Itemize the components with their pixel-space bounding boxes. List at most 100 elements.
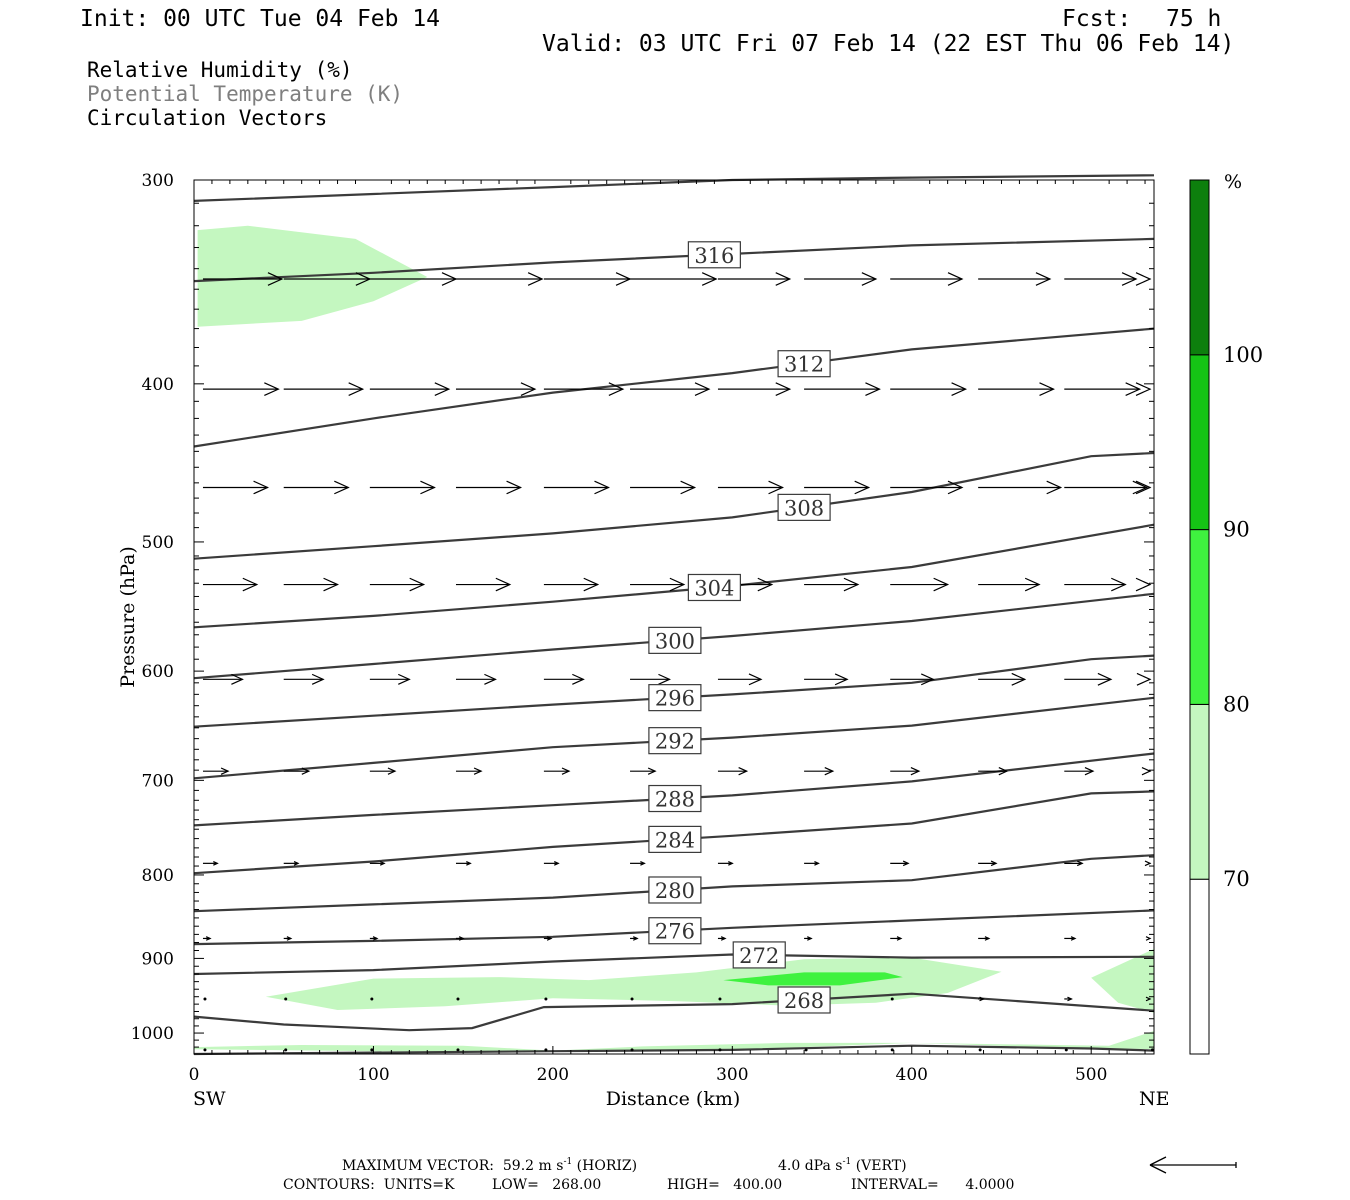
colorbar-segment-below-70	[1189, 878, 1210, 1055]
theta-contour-296	[193, 654, 1155, 728]
vector-1-9	[978, 382, 1055, 396]
forecast-hour-label: Fcst:	[1062, 6, 1132, 32]
vector-8-9	[978, 996, 985, 1002]
theta-label-276: 276	[655, 920, 695, 944]
y-tick-label-400: 400	[142, 375, 174, 395]
y-tick-label-500: 500	[142, 533, 174, 553]
theta-contour-268	[193, 992, 1155, 1032]
theta-label-box-268	[777, 986, 831, 1014]
vector-3-4	[543, 577, 600, 592]
vector-9-1	[284, 1048, 288, 1052]
vector-3-7	[804, 577, 860, 592]
vector-0-10	[1064, 272, 1138, 286]
vector-6-1	[283, 860, 300, 866]
theta-label-box-276	[648, 917, 702, 945]
vector-7-9	[978, 936, 991, 941]
rh-region-70-4	[194, 1030, 1154, 1052]
vector-7-2	[369, 936, 379, 941]
vector-2-5	[630, 480, 697, 495]
vector-5-8	[890, 767, 921, 776]
sw-end-label: SW	[193, 1088, 226, 1110]
rh-region-80-2	[723, 972, 903, 986]
vector-5-9	[978, 767, 1009, 776]
theta-label-312: 312	[784, 353, 824, 377]
vector-9-3	[456, 1048, 460, 1052]
vector-4-10	[1064, 672, 1113, 686]
theta-contour-276	[193, 909, 1155, 946]
vector-7-0	[202, 936, 212, 941]
vector-1-10	[1064, 382, 1142, 396]
vector-2-8	[890, 480, 964, 495]
x-tick-label-100: 100	[357, 1065, 389, 1085]
vector-3-2	[369, 577, 426, 592]
vector-5-10	[1064, 767, 1095, 776]
vector-0-3	[455, 272, 544, 286]
colorbar-segment-80-90	[1189, 529, 1210, 705]
vector-2-11	[1135, 480, 1152, 495]
vector-5-11	[1141, 767, 1152, 776]
vector-8-3	[456, 997, 460, 1001]
vector-6-4	[543, 860, 560, 866]
y-tick-label-300: 300	[142, 171, 174, 191]
vector-6-0	[202, 860, 219, 866]
vector-7-6	[717, 936, 727, 941]
vector-5-5	[630, 767, 657, 775]
x-tick-label-300: 300	[716, 1065, 748, 1085]
vector-9-7	[804, 1048, 808, 1052]
vector-3-10	[1064, 577, 1127, 592]
vector-9-9	[978, 1048, 982, 1052]
vector-5-1	[283, 767, 311, 775]
init-time: Init: 00 UTC Tue 04 Feb 14	[80, 6, 441, 32]
rh-region-70-3	[1091, 948, 1154, 1013]
colorbar-label-100: 100	[1223, 343, 1263, 367]
colorbar-label-70: 70	[1223, 867, 1250, 891]
vector-0-5	[630, 272, 718, 286]
y-tick-label-800: 800	[142, 866, 174, 886]
vector-1-6	[717, 382, 792, 396]
vector-8-0	[203, 997, 207, 1001]
vector-9-6	[718, 1048, 722, 1052]
vector-4-2	[369, 673, 411, 685]
vector-1-7	[804, 382, 881, 396]
vector-6-2	[369, 860, 386, 866]
vector-4-9	[978, 672, 1027, 686]
vector-5-0	[202, 767, 230, 775]
vector-2-6	[717, 480, 785, 495]
contour-low: LOW= 268.00	[492, 1177, 602, 1193]
legend-relative-humidity: Relative Humidity (%)	[87, 58, 353, 82]
colorbar: 70 80 90 100	[1189, 179, 1263, 1055]
y-tick-label-1000: 1000	[131, 1024, 174, 1044]
theta-label-308: 308	[784, 496, 824, 520]
vector-2-0	[202, 480, 270, 495]
vector-5-4	[543, 767, 571, 775]
vector-5-2	[369, 767, 397, 775]
theta-label-316: 316	[694, 244, 734, 268]
vector-2-9	[978, 480, 1063, 495]
vector-5-6	[717, 767, 749, 776]
vector-2-3	[455, 480, 523, 495]
colorbar-segment-90-100	[1189, 354, 1210, 531]
forecast-hour-value: 75 h	[1166, 6, 1222, 32]
theta-contour-308	[193, 451, 1155, 560]
vector-1-4	[543, 382, 625, 396]
theta-contour-288	[193, 752, 1155, 827]
theta-label-296: 296	[655, 687, 695, 711]
theta-label-272: 272	[739, 944, 779, 968]
plot-frame	[193, 179, 1155, 1055]
vector-7-11	[1145, 936, 1152, 941]
x-tick-label-0: 0	[189, 1065, 200, 1085]
vector-4-4	[543, 673, 585, 685]
theta-label-284: 284	[655, 828, 695, 852]
vector-6-10	[1064, 860, 1084, 867]
vector-2-7	[804, 480, 871, 495]
theta-contour-292	[193, 696, 1155, 780]
vector-3-3	[455, 577, 512, 592]
max-vector-horiz: MAXIMUM VECTOR: 59.2 m s-1 (HORIZ)	[342, 1157, 638, 1174]
vector-4-8	[890, 673, 935, 686]
vector-7-3	[455, 936, 465, 941]
colorbar-unit: %	[1224, 171, 1242, 193]
vector-1-8	[890, 382, 968, 396]
theta-contour-272	[193, 953, 1155, 976]
